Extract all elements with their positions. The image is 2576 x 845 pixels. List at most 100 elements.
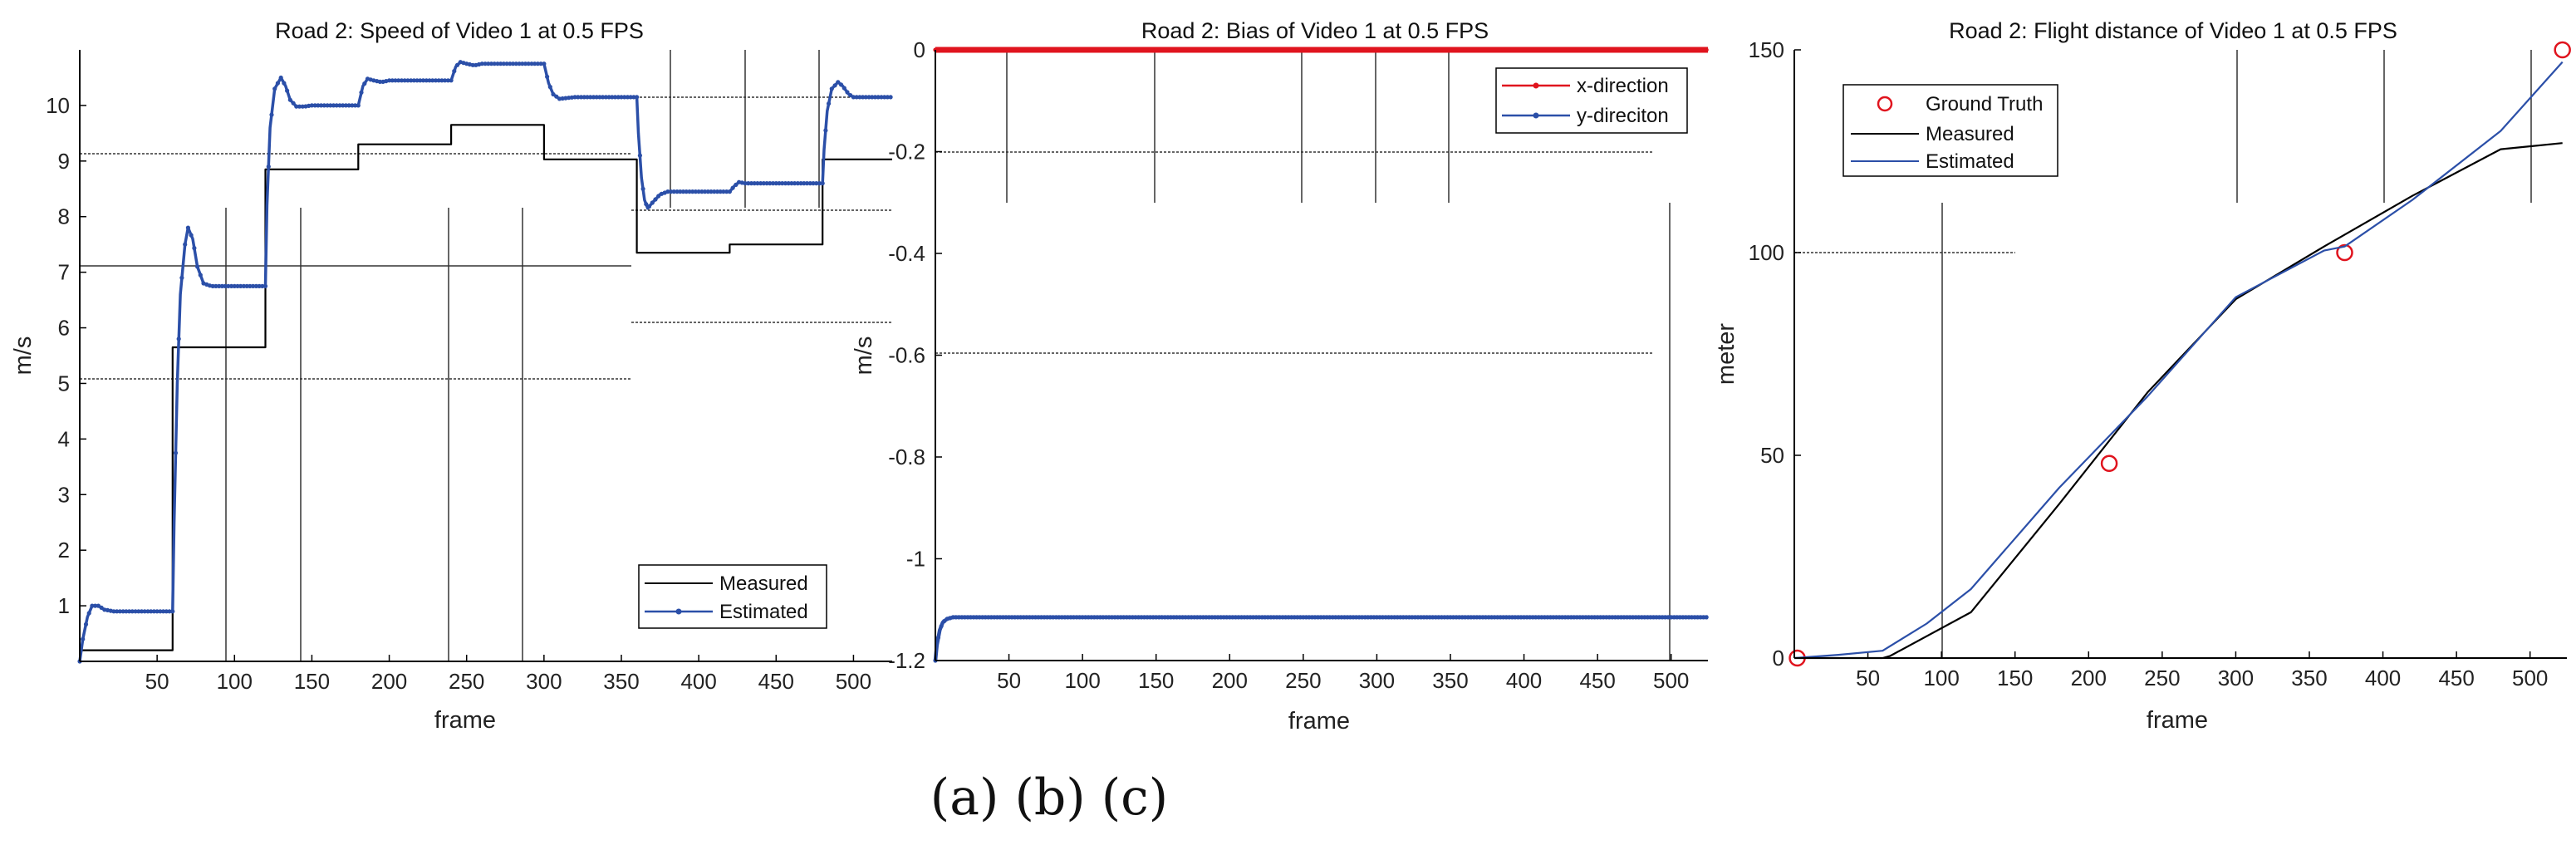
- bias-xtick-label-6: 350: [1432, 668, 1468, 693]
- bias-series-y-direciton-marker-234: [1622, 615, 1627, 620]
- bias-series-y-direciton-marker-57: [1101, 615, 1106, 620]
- bias-series-x-direction-marker-152: [1380, 47, 1386, 52]
- speed-series-estimated-marker-136: [498, 61, 503, 66]
- bias-series-y-direciton-marker-115: [1271, 615, 1276, 620]
- bias-series-y-direciton-marker-206: [1539, 615, 1544, 620]
- speed-series-estimated-marker-106: [405, 78, 410, 83]
- speed-series-estimated-marker-152: [547, 85, 552, 90]
- bias-series-y-direciton-marker-150: [1374, 615, 1379, 620]
- bias-series-x-direction-marker-213: [1560, 47, 1565, 52]
- bias-series-x-direction-marker-106: [1244, 47, 1250, 52]
- distance-legend-label-gt: Ground Truth: [1926, 93, 2043, 115]
- bias-series-x-direction-marker-145: [1360, 47, 1365, 52]
- speed-xtick-label-1: 100: [217, 669, 253, 694]
- speed-series-estimated-marker-60: [263, 283, 268, 288]
- speed-series-estimated-marker-37: [192, 246, 197, 251]
- speed-series-estimated-marker-245: [836, 80, 841, 85]
- bias-series-y-direciton-marker-110: [1257, 615, 1262, 620]
- speed-series-estimated-marker-53: [241, 283, 247, 288]
- speed-series-estimated-marker-211: [730, 185, 735, 190]
- speed-series-estimated-marker-262: [888, 95, 893, 100]
- speed-series-estimated-marker-29: [167, 609, 172, 614]
- bias-series-x-direction-marker-227: [1601, 47, 1606, 52]
- bias-series-x-direction-marker-17: [983, 47, 988, 52]
- distance-ytick-label-1: 50: [1760, 443, 1784, 468]
- speed-xtick-label-2: 150: [294, 669, 330, 694]
- distance-xtick-label-8: 450: [2438, 666, 2474, 690]
- distance-series-measured-line: [1794, 142, 2563, 660]
- bias-series-y-direciton-marker-71: [1141, 615, 1147, 620]
- distance-chart-title: Road 2: Flight distance of Video 1 at 0.…: [1949, 18, 2397, 43]
- distance-series-ground-truth-point-2: [2336, 243, 2353, 262]
- speed-series-estimated-marker-16: [127, 609, 132, 614]
- speed-series-estimated-marker-225: [773, 181, 778, 186]
- speed-series-estimated-marker-198: [690, 189, 695, 194]
- speed-series-estimated-marker-146: [529, 61, 534, 66]
- bias-series-y-direciton-marker-10: [962, 615, 967, 620]
- bias-series-x-direction-marker-164: [1416, 47, 1420, 52]
- speed-chart: Road 2: Speed of Video 1 at 0.5 FPS 50 10…: [10, 18, 893, 734]
- speed-series-estimated-marker-151: [545, 74, 550, 79]
- bias-series-y-direciton-marker-33: [1030, 615, 1035, 620]
- bias-series-x-direction-marker-218: [1574, 47, 1579, 52]
- bias-series-x-direction-marker-173: [1442, 47, 1447, 52]
- speed-series-estimated-marker-33: [179, 275, 184, 280]
- speed-ytick-label-2: 3: [58, 482, 70, 507]
- bias-series-x-direction-marker-234: [1622, 47, 1627, 52]
- speed-series-estimated-marker-168: [597, 95, 602, 100]
- speed-series-estimated-marker-185: [650, 200, 655, 205]
- bias-series-x-direction-marker-127: [1307, 47, 1312, 52]
- speed-series-estimated-marker-45: [217, 283, 222, 288]
- bias-series-x-direction-marker-43: [1059, 47, 1064, 52]
- distance-chart-series: [1788, 41, 2571, 667]
- bias-series-y-direciton-marker-82: [1174, 615, 1180, 620]
- bias-series-y-direciton-marker-257: [1689, 615, 1695, 620]
- bias-series-x-direction-marker-71: [1141, 47, 1147, 52]
- speed-series-estimated-marker-196: [684, 189, 689, 194]
- speed-series-estimated-marker-261: [885, 95, 890, 100]
- speed-series-estimated-marker-186: [653, 197, 658, 202]
- speed-series-estimated-marker-72: [300, 104, 305, 109]
- bias-chart-series: [933, 47, 1709, 663]
- bias-xtick-label-7: 400: [1506, 668, 1542, 693]
- distance-legend-label-measured: Measured: [1926, 123, 2014, 145]
- distance-ytick-label-2: 100: [1749, 240, 1784, 265]
- distance-ytick-label-0: 0: [1773, 646, 1784, 671]
- bias-series-y-direciton-marker-173: [1442, 615, 1447, 620]
- bias-series-x-direction-marker-29: [1018, 47, 1023, 52]
- bias-series-x-direction-marker-136: [1333, 47, 1338, 52]
- bias-series-x-direction-marker-85: [1183, 47, 1188, 52]
- speed-series-estimated-marker-113: [427, 78, 432, 83]
- bias-series-x-direction-marker-38: [1045, 47, 1050, 52]
- speed-series-estimated-marker-6: [96, 603, 101, 608]
- bias-series-y-direciton-marker-131: [1318, 615, 1323, 620]
- speed-series-estimated-marker-66: [282, 81, 287, 86]
- speed-series-estimated-marker-23: [149, 609, 154, 614]
- bias-series-y-direciton-marker-243: [1648, 615, 1653, 620]
- bias-series-x-direction-marker-260: [1698, 47, 1703, 52]
- speed-series-estimated-marker-75: [309, 103, 314, 108]
- bias-series-x-direction-marker-33: [1030, 47, 1035, 52]
- distance-xtick-label-5: 300: [2218, 666, 2254, 690]
- bias-series-y-direciton-marker-143: [1354, 615, 1359, 620]
- speed-series-estimated-marker-61: [266, 164, 271, 169]
- bias-ytick-label-0: 0: [914, 37, 925, 62]
- speed-series-estimated-marker-92: [362, 81, 367, 86]
- bias-series-y-direciton-marker-199: [1519, 615, 1524, 620]
- speed-series-estimated-marker-228: [783, 181, 788, 186]
- bias-series-x-direction-marker-206: [1539, 47, 1544, 52]
- bias-series-x-direction-marker-171: [1436, 47, 1441, 52]
- bias-series-x-direction-marker-61: [1112, 47, 1117, 52]
- bias-series-x-direction-marker-3: [942, 47, 947, 52]
- bias-series-x-direction-marker-199: [1519, 47, 1524, 52]
- bias-xtick-label-5: 300: [1359, 668, 1395, 693]
- bias-series-y-direciton-marker-22: [998, 615, 1003, 620]
- bias-xtick-label-2: 150: [1138, 668, 1174, 693]
- distance-xtick-label-1: 100: [1923, 666, 1959, 690]
- speed-series-estimated-marker-104: [399, 78, 405, 83]
- bias-series-y-direciton-marker-94: [1209, 615, 1214, 620]
- bias-series-y-direciton-marker-148: [1368, 615, 1373, 620]
- speed-series-estimated-marker-54: [244, 283, 249, 288]
- speed-series-estimated-marker-117: [439, 78, 444, 83]
- speed-series-estimated-marker-247: [841, 86, 846, 91]
